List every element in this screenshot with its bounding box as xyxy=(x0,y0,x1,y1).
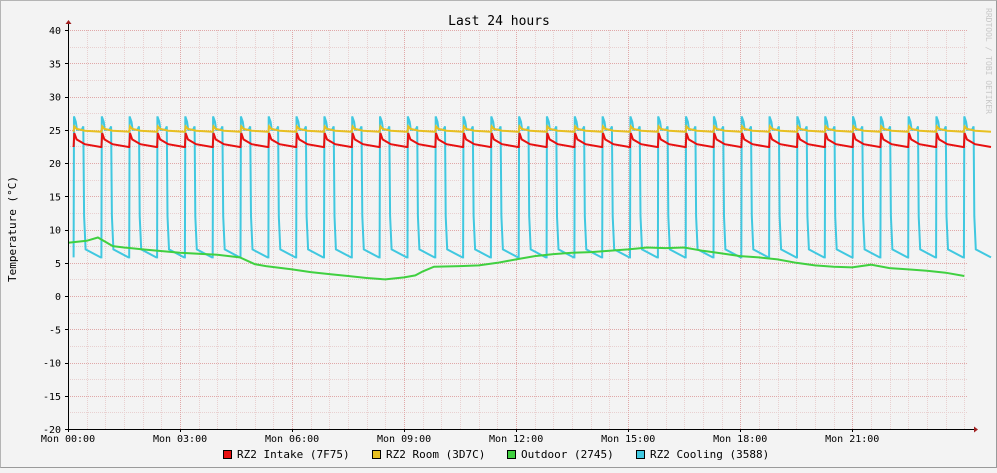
y-tick-label: 10 xyxy=(49,226,61,237)
x-tick-label: Mon 15:00 xyxy=(601,434,655,445)
y-axis-arrow xyxy=(65,20,72,24)
series-line-1 xyxy=(72,124,992,133)
x-tick-label: Mon 03:00 xyxy=(153,434,207,445)
y-tick-label: 40 xyxy=(49,26,61,37)
y-axis-label: Temperature (°C) xyxy=(6,176,19,282)
axes xyxy=(65,20,978,433)
legend-swatch xyxy=(636,450,645,459)
x-tick-label: Mon 21:00 xyxy=(825,434,879,445)
x-tick-label: Mon 06:00 xyxy=(265,434,319,445)
x-tick-label: Mon 09:00 xyxy=(377,434,431,445)
y-tick-label: 15 xyxy=(49,192,61,203)
series-line-2 xyxy=(67,236,965,281)
legend-label: RZ2 Cooling (3588) xyxy=(650,448,769,461)
series-lines xyxy=(67,116,992,281)
y-tick-label: 35 xyxy=(49,59,61,70)
y-tick-label: -15 xyxy=(43,392,61,403)
legend-label: Outdoor (2745) xyxy=(521,448,614,461)
y-tick-label: 20 xyxy=(49,159,61,170)
legend: RZ2 Intake (7F75) RZ2 Room (3D7C) Outdoor … xyxy=(223,448,769,461)
y-tick-label: 25 xyxy=(49,126,61,137)
legend-item-0: RZ2 Intake (7F75) xyxy=(223,448,350,461)
grid xyxy=(68,30,968,430)
x-tick-label: Mon 12:00 xyxy=(489,434,543,445)
x-axis-arrow xyxy=(974,426,978,433)
series-line-0 xyxy=(72,132,992,148)
x-tick-labels: Mon 00:00 Mon 03:00 Mon 06:00 Mon 09:00 Mon … xyxy=(41,434,879,445)
chart-title: Last 24 hours xyxy=(448,14,550,29)
legend-swatch xyxy=(372,450,381,459)
y-tick-labels: 40 35 30 25 20 15 10 5 0 -5 -10 -15 -20 xyxy=(43,26,61,436)
x-tick-label: Mon 18:00 xyxy=(713,434,767,445)
legend-swatch xyxy=(507,450,516,459)
legend-item-3: RZ2 Cooling (3588) xyxy=(636,448,769,461)
watermark: RRDTOOL / TOBI OETIKER xyxy=(984,8,993,114)
legend-label: RZ2 Intake (7F75) xyxy=(237,448,350,461)
y-tick-label: 5 xyxy=(55,259,61,270)
y-tick-label: 0 xyxy=(55,292,61,303)
y-tick-label: -10 xyxy=(43,359,61,370)
legend-label: RZ2 Room (3D7C) xyxy=(386,448,485,461)
y-tick-label: -5 xyxy=(49,325,61,336)
legend-swatch xyxy=(223,450,232,459)
y-tick-label: 30 xyxy=(49,93,61,104)
x-tick-label: Mon 00:00 xyxy=(41,434,95,445)
legend-item-2: Outdoor (2745) xyxy=(507,448,614,461)
y-tick-label: -20 xyxy=(43,425,61,436)
legend-item-1: RZ2 Room (3D7C) xyxy=(372,448,485,461)
